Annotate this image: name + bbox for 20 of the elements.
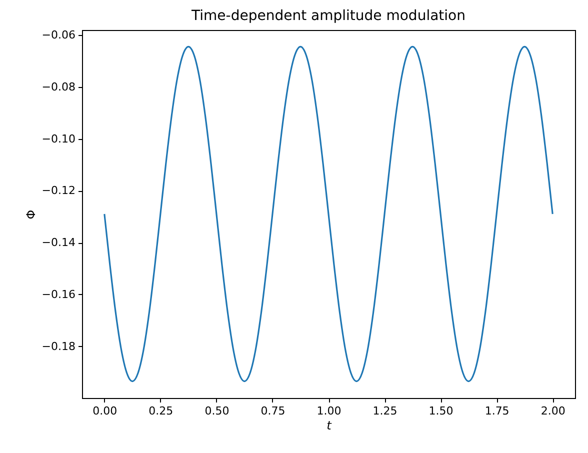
y-tick-label: −0.18 xyxy=(42,340,76,353)
x-tick-label: 2.00 xyxy=(540,404,566,418)
x-tick-label: 1.75 xyxy=(484,404,510,418)
line-series xyxy=(104,46,554,382)
y-tick-label: −0.12 xyxy=(42,184,76,198)
y-tick-label: −0.10 xyxy=(42,132,76,146)
x-tick-label: 0.50 xyxy=(204,404,230,418)
x-tick-label: 0.75 xyxy=(260,404,286,418)
x-tick-label: 1.50 xyxy=(428,404,454,418)
x-tick-label: 1.25 xyxy=(372,404,398,418)
x-tick-label: 0.00 xyxy=(92,404,118,418)
y-tick-label: −0.08 xyxy=(42,80,76,94)
x-tick-label: 1.00 xyxy=(316,404,342,418)
y-tick-label: −0.06 xyxy=(42,28,76,42)
y-axis-title: Φ xyxy=(24,210,38,220)
chart-title: Time-dependent amplitude modulation xyxy=(190,8,466,24)
x-tick-label: 0.25 xyxy=(148,404,174,418)
y-tick-label: −0.14 xyxy=(42,236,76,250)
y-tick-label: −0.16 xyxy=(42,288,76,301)
x-axis-title: t xyxy=(326,418,333,432)
